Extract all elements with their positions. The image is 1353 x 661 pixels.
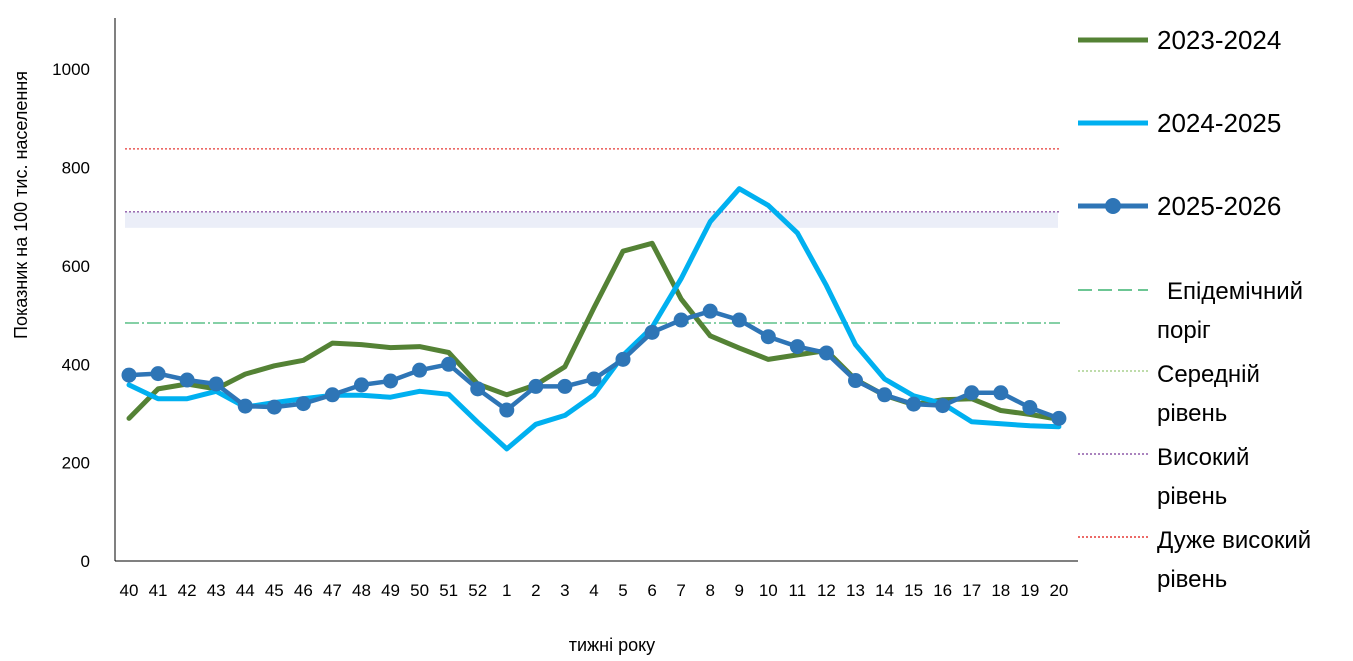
y-axis-title: Показник на 100 тис. населення bbox=[11, 71, 31, 339]
series-point bbox=[848, 373, 863, 389]
x-tick-label: 49 bbox=[381, 581, 400, 600]
series-point bbox=[993, 385, 1009, 401]
series-point bbox=[441, 356, 457, 372]
series-line-1 bbox=[126, 186, 1062, 452]
legend-marker bbox=[1105, 198, 1121, 214]
x-tick-label: 12 bbox=[817, 581, 836, 600]
series-point bbox=[789, 339, 805, 355]
x-tick-label: 11 bbox=[789, 581, 807, 600]
series-point bbox=[266, 399, 282, 415]
x-tick-label: 15 bbox=[904, 581, 923, 600]
series-point bbox=[644, 324, 660, 340]
y-tick-label: 400 bbox=[62, 355, 90, 374]
series-point bbox=[121, 367, 137, 383]
series-point bbox=[760, 329, 776, 345]
series-point bbox=[208, 376, 224, 392]
series-point bbox=[353, 377, 369, 393]
x-tick-label: 45 bbox=[265, 581, 284, 600]
series-point bbox=[615, 351, 631, 367]
series-point bbox=[877, 387, 893, 403]
legend-label: Епідемічний bbox=[1167, 278, 1303, 305]
series-point bbox=[818, 345, 834, 361]
x-tick-label: 2 bbox=[531, 581, 540, 600]
x-tick-label: 3 bbox=[560, 581, 569, 600]
y-tick-label: 800 bbox=[62, 159, 90, 178]
y-tick-labels: 0 200 400 600 800 1000 bbox=[52, 60, 90, 571]
legend-label: 2025-2026 bbox=[1157, 191, 1281, 221]
x-tick-label: 52 bbox=[468, 581, 487, 600]
x-tick-label: 13 bbox=[846, 581, 865, 600]
x-tick-label: 50 bbox=[410, 581, 429, 600]
series-point bbox=[1022, 400, 1038, 416]
axes bbox=[114, 18, 1078, 562]
x-tick-label: 18 bbox=[991, 581, 1010, 600]
legend: 2023-2024 2024-2025 2025-2026 Епідемічний по… bbox=[1078, 25, 1311, 593]
series-point bbox=[964, 385, 980, 401]
series-point bbox=[324, 387, 340, 403]
x-tick-label: 14 bbox=[875, 581, 894, 600]
x-tick-label: 40 bbox=[120, 581, 139, 600]
y-tick-label: 600 bbox=[62, 257, 90, 276]
high-level-band bbox=[125, 211, 1058, 228]
series-point bbox=[179, 372, 195, 388]
x-tick-label: 9 bbox=[735, 581, 744, 600]
series-point bbox=[1051, 410, 1067, 426]
x-axis-title: тижні року bbox=[569, 635, 655, 655]
x-tick-label: 5 bbox=[618, 581, 627, 600]
y-tick-label: 1000 bbox=[52, 60, 90, 79]
legend-label: Високий bbox=[1157, 444, 1249, 471]
x-tick-label: 51 bbox=[439, 581, 458, 600]
series-point bbox=[557, 378, 573, 394]
x-tick-label: 47 bbox=[323, 581, 342, 600]
x-tick-label: 16 bbox=[933, 581, 952, 600]
series-point bbox=[412, 362, 428, 378]
x-tick-label: 43 bbox=[207, 581, 226, 600]
series-point bbox=[499, 402, 515, 418]
series-point bbox=[906, 396, 922, 412]
series-point bbox=[673, 312, 689, 328]
x-tick-label: 42 bbox=[178, 581, 197, 600]
legend-label: рівень bbox=[1157, 400, 1227, 427]
series-point bbox=[702, 303, 718, 319]
series-point bbox=[586, 371, 602, 387]
x-tick-label: 6 bbox=[647, 581, 656, 600]
legend-label: Дуже високий bbox=[1157, 527, 1311, 554]
x-tick-label: 8 bbox=[705, 581, 714, 600]
threshold-band-group bbox=[125, 211, 1058, 228]
x-tick-label: 20 bbox=[1049, 581, 1068, 600]
series-point bbox=[470, 381, 486, 397]
x-tick-label: 19 bbox=[1020, 581, 1039, 600]
series-lines bbox=[121, 186, 1067, 452]
legend-label: 2024-2025 bbox=[1157, 108, 1281, 138]
legend-label: рівень bbox=[1157, 566, 1227, 593]
series-point bbox=[731, 312, 747, 328]
y-tick-label: 200 bbox=[62, 454, 90, 473]
legend-label: поріг bbox=[1157, 317, 1211, 344]
x-tick-label: 7 bbox=[676, 581, 685, 600]
series-point bbox=[237, 398, 253, 414]
threshold-lines bbox=[125, 148, 1060, 324]
x-tick-label: 46 bbox=[294, 581, 313, 600]
series-point bbox=[295, 396, 311, 412]
legend-label: 2023-2024 bbox=[1157, 25, 1281, 55]
series-point bbox=[528, 378, 544, 394]
series-point bbox=[935, 398, 951, 414]
series-point bbox=[150, 366, 166, 382]
x-tick-label: 44 bbox=[236, 581, 255, 600]
x-tick-label: 17 bbox=[962, 581, 981, 600]
x-tick-label: 48 bbox=[352, 581, 371, 600]
x-tick-label: 1 bbox=[502, 581, 511, 600]
x-tick-label: 10 bbox=[759, 581, 778, 600]
x-tick-label: 41 bbox=[149, 581, 168, 600]
x-tick-labels: 40 41 42 43 44 45 46 47 48 49 50 51 52 1 2 3 4 5 6 7 8 9 10 11 1… bbox=[120, 581, 1069, 600]
legend-label: Середній bbox=[1157, 361, 1260, 388]
legend-label: рівень bbox=[1157, 483, 1227, 510]
y-tick-label: 0 bbox=[81, 552, 90, 571]
series-point bbox=[383, 373, 399, 389]
x-tick-label: 4 bbox=[589, 581, 598, 600]
